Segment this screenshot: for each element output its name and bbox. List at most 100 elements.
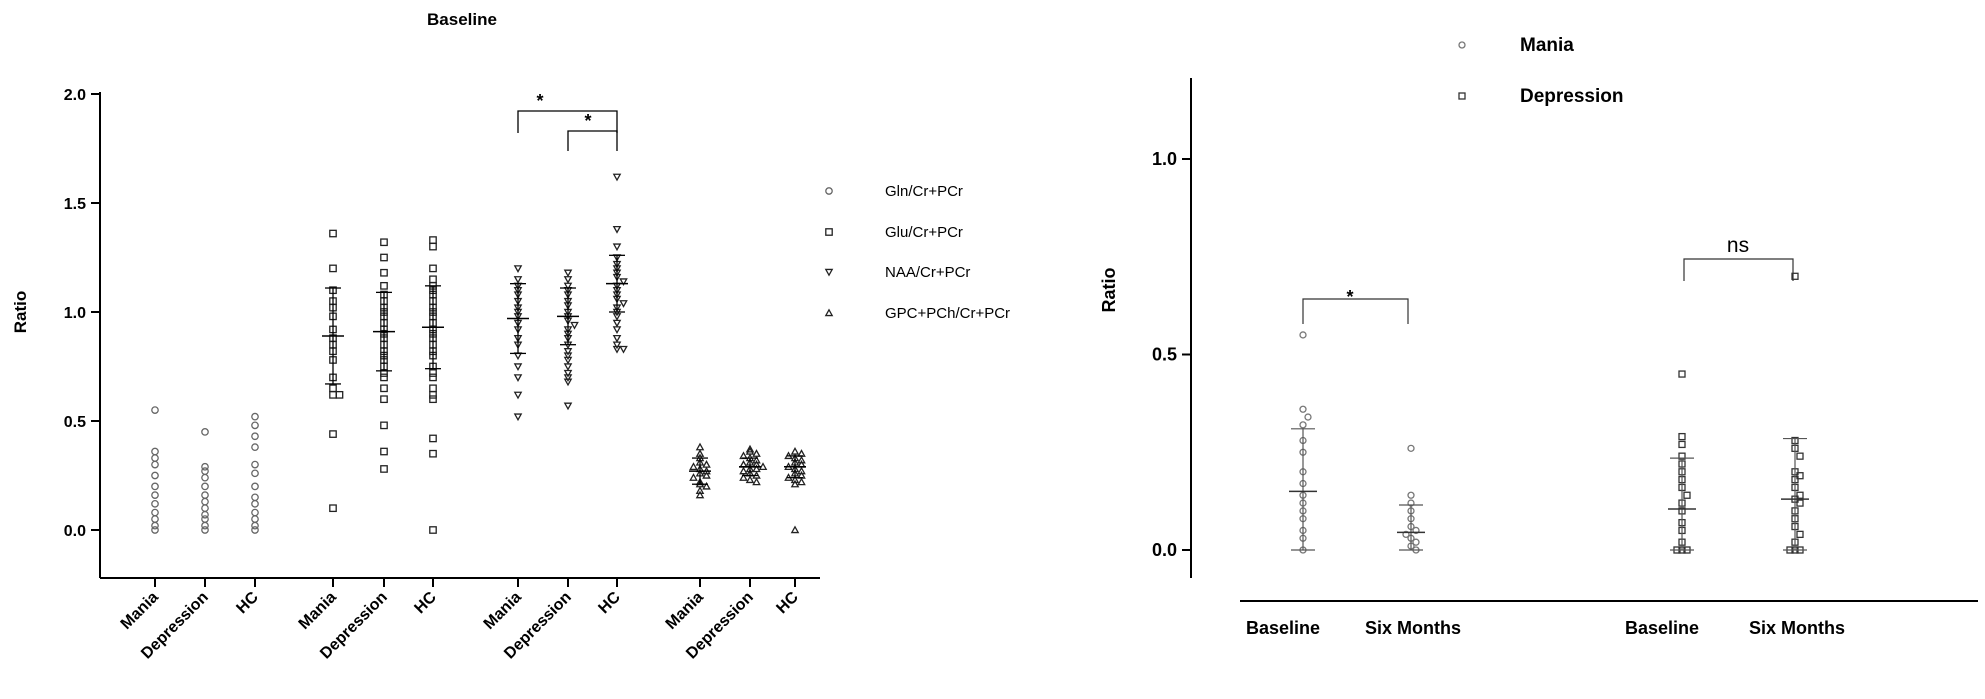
data-point	[1678, 370, 1686, 378]
data-point	[689, 462, 698, 470]
data-point	[1683, 491, 1691, 499]
data-point	[380, 373, 388, 382]
y-axis-label: Ratio	[11, 291, 30, 334]
data-point	[429, 395, 437, 404]
x-tick-label: HC	[773, 588, 802, 617]
data-point	[695, 449, 705, 457]
data-point	[151, 482, 159, 491]
data-point	[380, 395, 388, 404]
data-point	[563, 282, 573, 291]
data-point	[251, 482, 259, 491]
data-point	[201, 497, 209, 506]
legend-label: GPC+PCh/Cr+PCr	[885, 305, 1010, 322]
data-point	[201, 467, 209, 475]
y-axis-label: Ratio	[1099, 267, 1119, 312]
x-tick-label: Baseline	[1246, 618, 1320, 638]
x-tick-label: Six Months	[1749, 618, 1845, 638]
data-point	[151, 447, 159, 456]
data-point	[1299, 405, 1307, 413]
data-point	[695, 442, 705, 451]
data-point	[251, 499, 259, 508]
data-point	[1407, 491, 1415, 499]
data-point	[429, 390, 437, 399]
data-point	[201, 510, 209, 519]
data-point	[1791, 272, 1799, 280]
data-point	[429, 275, 437, 284]
data-point	[335, 390, 344, 399]
data-point	[429, 384, 437, 393]
data-point	[201, 428, 209, 436]
x-tick-label: Mania	[663, 589, 707, 633]
data-point	[1412, 538, 1420, 546]
data-point	[563, 348, 573, 356]
data-point	[429, 236, 437, 244]
data-point	[745, 444, 755, 453]
legend-marker	[1458, 92, 1466, 100]
data-point	[251, 515, 259, 523]
data-point	[251, 460, 259, 469]
data-point	[1796, 530, 1804, 539]
series-circle	[151, 406, 259, 534]
data-point	[251, 412, 259, 421]
data-point	[612, 313, 622, 321]
data-point	[758, 462, 768, 470]
legend-item: Glu/Cr+PCr	[825, 224, 963, 241]
legend-label: NAA/Cr+PCr	[885, 264, 970, 281]
data-point	[201, 515, 209, 523]
data-point	[619, 300, 628, 308]
data-point	[1304, 413, 1312, 421]
data-point	[563, 374, 573, 382]
data-point	[790, 475, 800, 484]
data-point	[429, 373, 437, 382]
data-point	[1678, 432, 1686, 441]
data-point	[380, 384, 388, 393]
data-point	[251, 443, 259, 452]
legend-item: Depression	[1458, 86, 1623, 107]
data-point	[1299, 421, 1307, 429]
x-tick-label: HC	[233, 588, 262, 617]
data-point	[612, 341, 622, 350]
data-point	[790, 446, 800, 455]
data-point	[612, 319, 622, 328]
data-point	[251, 469, 259, 478]
data-point	[563, 369, 573, 378]
legend-item: Mania	[1458, 35, 1574, 56]
y-tick-label: 2.0	[64, 87, 86, 104]
legend-item: Gln/Cr+PCr	[825, 183, 963, 200]
legend-label: Gln/Cr+PCr	[885, 183, 963, 200]
data-point	[251, 521, 259, 530]
data-point	[380, 268, 388, 277]
x-tick-label: Mania	[118, 589, 162, 633]
data-point	[1796, 499, 1804, 507]
data-point	[797, 477, 806, 486]
data-point	[563, 363, 573, 372]
legend-label: Mania	[1520, 35, 1574, 56]
data-point	[619, 345, 628, 354]
data-point	[380, 238, 388, 247]
data-point	[151, 454, 159, 462]
data-point	[429, 526, 437, 534]
data-point	[329, 264, 337, 273]
significance-label: *	[1346, 287, 1353, 307]
data-point	[612, 173, 622, 182]
data-point	[752, 455, 761, 464]
legend-marker	[824, 268, 834, 277]
data-point	[563, 356, 573, 365]
data-point	[752, 477, 761, 486]
data-point	[380, 447, 388, 456]
data-point	[563, 402, 573, 411]
series-square	[322, 229, 444, 534]
data-point	[513, 276, 523, 284]
data-point	[329, 384, 337, 393]
significance-bracket	[1683, 258, 1794, 281]
data-point	[563, 269, 573, 278]
data-point	[429, 434, 437, 443]
x-tick-label: HC	[595, 588, 624, 617]
legend-label: Glu/Cr+PCr	[885, 224, 963, 241]
chart-title: Baseline	[427, 10, 497, 29]
data-point	[201, 482, 209, 491]
significance-label: *	[536, 91, 543, 111]
data-point	[329, 430, 337, 438]
